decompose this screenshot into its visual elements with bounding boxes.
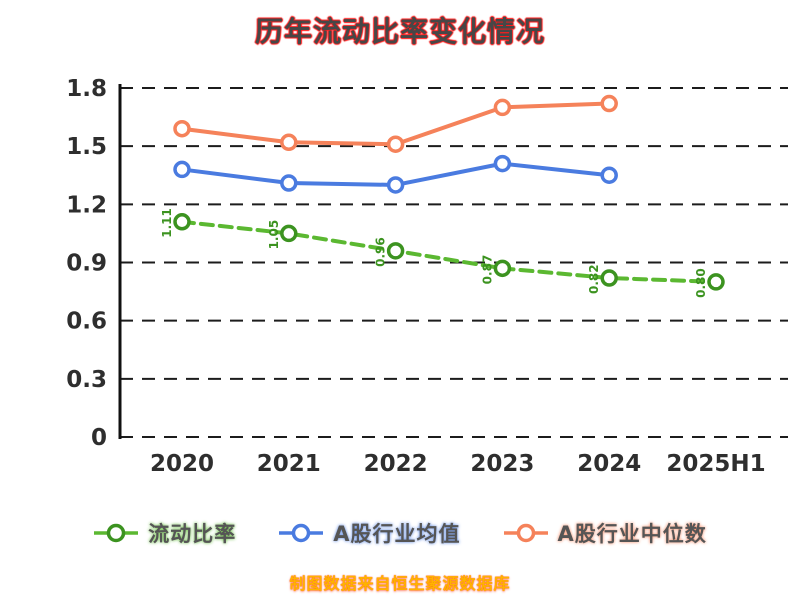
y-tick-label: 1.5	[66, 134, 107, 160]
series-point	[493, 98, 512, 117]
series-point	[280, 174, 298, 192]
y-tick-label: 0.3	[66, 367, 107, 393]
series-point	[280, 224, 298, 243]
y-tick-label: 0.9	[66, 251, 107, 277]
point-value-label: 0.82	[587, 264, 601, 294]
series-line-0	[180, 219, 718, 284]
legend-circle	[106, 523, 126, 543]
x-tick-label: 2025H1	[666, 451, 765, 477]
series-point	[280, 133, 298, 152]
data-source-note: 制图数据来自恒生聚源数据库	[289, 574, 511, 593]
series-point	[600, 166, 618, 184]
x-tick-label: 2024	[577, 451, 641, 477]
series-point	[386, 135, 405, 153]
legend-item-current-ratio: 流动比率	[93, 518, 236, 548]
chart-legend: 流动比率 A股行业均值 A股行业中位数	[0, 518, 800, 548]
legend-marker-orange-icon	[503, 523, 548, 543]
point-value-label: 0.87	[480, 255, 494, 285]
point-value-label: 1.05	[267, 220, 281, 250]
point-value-label: 0.96	[374, 237, 388, 267]
series-point	[600, 269, 618, 287]
series-point	[493, 154, 512, 173]
series-point	[173, 160, 191, 179]
x-tick-label: 2020	[150, 451, 214, 477]
legend-label-industry-median: A股行业中位数	[557, 522, 707, 546]
y-tick-label: 0	[91, 425, 107, 451]
series-point	[173, 119, 191, 138]
y-tick-label: 1.8	[66, 76, 107, 102]
legend-marker-blue-icon	[279, 523, 324, 543]
x-tick-label: 2022	[364, 451, 428, 477]
x-tick-label: 2023	[470, 451, 534, 477]
legend-item-industry-median: A股行业中位数	[503, 518, 707, 548]
series-point	[386, 176, 405, 194]
series-point	[600, 94, 618, 113]
legend-marker-green-icon	[94, 523, 139, 543]
gridlines	[120, 87, 788, 438]
legend-circle	[291, 523, 311, 543]
point-value-label: 1.11	[160, 208, 174, 238]
legend-label-industry-average: A股行业均值	[333, 522, 461, 546]
legend-label-current-ratio: 流动比率	[148, 522, 237, 546]
point-value-label: 0.80	[694, 268, 708, 298]
y-tick-label: 1.2	[66, 192, 107, 218]
legend-item-industry-average: A股行业均值	[278, 518, 460, 548]
x-tick-label: 2021	[257, 451, 321, 477]
chart-title: 历年流动比率变化情况	[254, 15, 545, 48]
series-point	[707, 273, 725, 291]
y-tick-label: 0.6	[66, 309, 107, 335]
series-point	[173, 213, 191, 231]
legend-circle	[516, 523, 535, 543]
series-point	[386, 242, 405, 260]
series-point	[493, 259, 512, 278]
